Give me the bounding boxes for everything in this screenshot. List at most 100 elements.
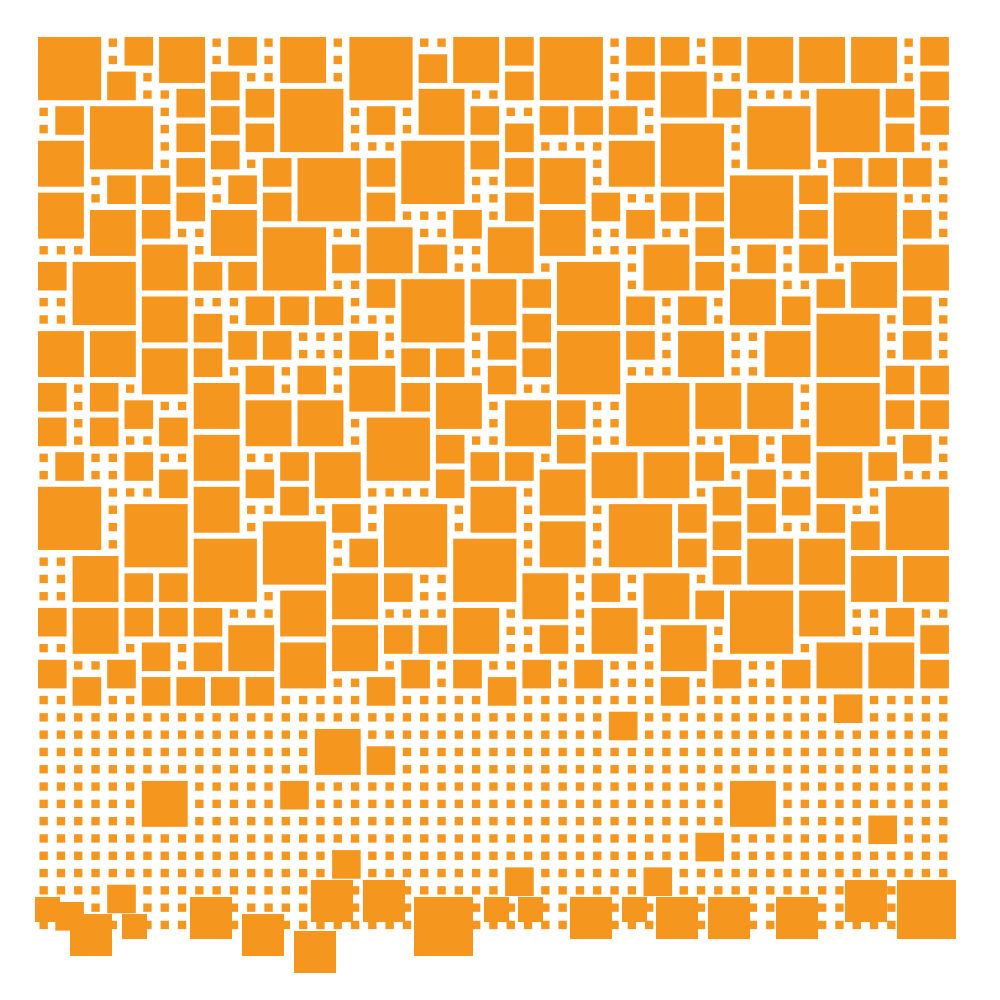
tile	[903, 434, 932, 464]
tile	[298, 765, 308, 774]
tile	[159, 573, 188, 602]
tile	[437, 851, 446, 860]
tile	[143, 90, 152, 99]
tile	[887, 920, 896, 930]
tile	[298, 816, 308, 826]
tile	[281, 886, 291, 895]
tile	[557, 261, 621, 326]
tile	[332, 850, 361, 879]
tile	[575, 695, 585, 705]
tile	[800, 886, 810, 895]
tile	[176, 158, 205, 187]
tile	[39, 643, 48, 653]
tile	[800, 522, 810, 532]
tile	[38, 383, 67, 412]
tile	[610, 678, 619, 687]
tile	[212, 886, 221, 895]
tile	[160, 124, 169, 134]
tile	[298, 903, 308, 912]
tile	[74, 384, 83, 393]
tile	[39, 782, 48, 791]
tile	[125, 713, 135, 722]
tile	[108, 851, 118, 860]
tile	[783, 695, 792, 705]
tile	[91, 903, 100, 912]
tile	[489, 851, 498, 860]
tile	[781, 296, 811, 326]
tile	[627, 246, 637, 255]
tile	[852, 730, 861, 739]
tile	[887, 799, 896, 809]
tile	[74, 747, 83, 757]
tile	[593, 228, 602, 238]
tile	[56, 557, 66, 566]
tile	[195, 297, 204, 307]
tile	[350, 695, 360, 705]
tile	[679, 834, 688, 843]
tile	[229, 730, 239, 739]
tile	[366, 746, 396, 775]
tile	[731, 834, 740, 843]
tile	[471, 246, 481, 255]
tile	[505, 37, 534, 66]
tile	[800, 765, 810, 774]
tile	[799, 244, 828, 274]
tile	[506, 920, 515, 930]
tile	[506, 730, 515, 739]
tile	[160, 903, 169, 912]
tile	[489, 401, 498, 411]
tile	[921, 730, 931, 739]
tile	[833, 192, 897, 256]
tile	[212, 765, 221, 774]
tile	[350, 834, 360, 843]
tile	[402, 747, 412, 757]
tile	[125, 436, 135, 445]
tile	[229, 315, 239, 324]
tile	[610, 228, 619, 238]
tile	[747, 504, 776, 533]
tile	[177, 453, 187, 463]
tile	[800, 816, 810, 826]
tile	[644, 765, 654, 774]
tile	[35, 897, 60, 922]
tile	[939, 816, 948, 826]
tile	[489, 816, 498, 826]
tile	[38, 192, 84, 239]
tile	[939, 194, 948, 203]
tile	[437, 834, 446, 843]
tile	[125, 851, 135, 860]
tile	[920, 71, 949, 101]
tile	[55, 452, 84, 481]
tile	[731, 765, 740, 774]
tile	[644, 695, 654, 705]
tile	[939, 297, 948, 307]
tile	[817, 782, 827, 791]
tile	[74, 401, 83, 411]
tile	[939, 436, 948, 445]
tile	[695, 832, 724, 862]
tile	[541, 903, 550, 912]
tile	[91, 730, 100, 739]
tile	[816, 642, 863, 689]
tile	[420, 782, 429, 791]
tile	[835, 747, 844, 757]
tile	[869, 713, 879, 722]
tile	[904, 194, 913, 203]
tile	[56, 730, 66, 739]
tile	[660, 123, 724, 187]
tile	[38, 37, 102, 101]
tile	[56, 713, 66, 722]
tile	[437, 765, 446, 774]
tile	[817, 886, 827, 895]
tile	[38, 417, 67, 447]
tile	[124, 37, 154, 66]
tile	[627, 920, 637, 930]
tile	[124, 452, 154, 481]
tile	[160, 142, 169, 151]
tile	[644, 747, 654, 757]
tile	[384, 625, 413, 654]
tile	[575, 765, 585, 774]
tile	[643, 244, 690, 291]
tile	[731, 349, 740, 359]
tile	[575, 574, 585, 584]
